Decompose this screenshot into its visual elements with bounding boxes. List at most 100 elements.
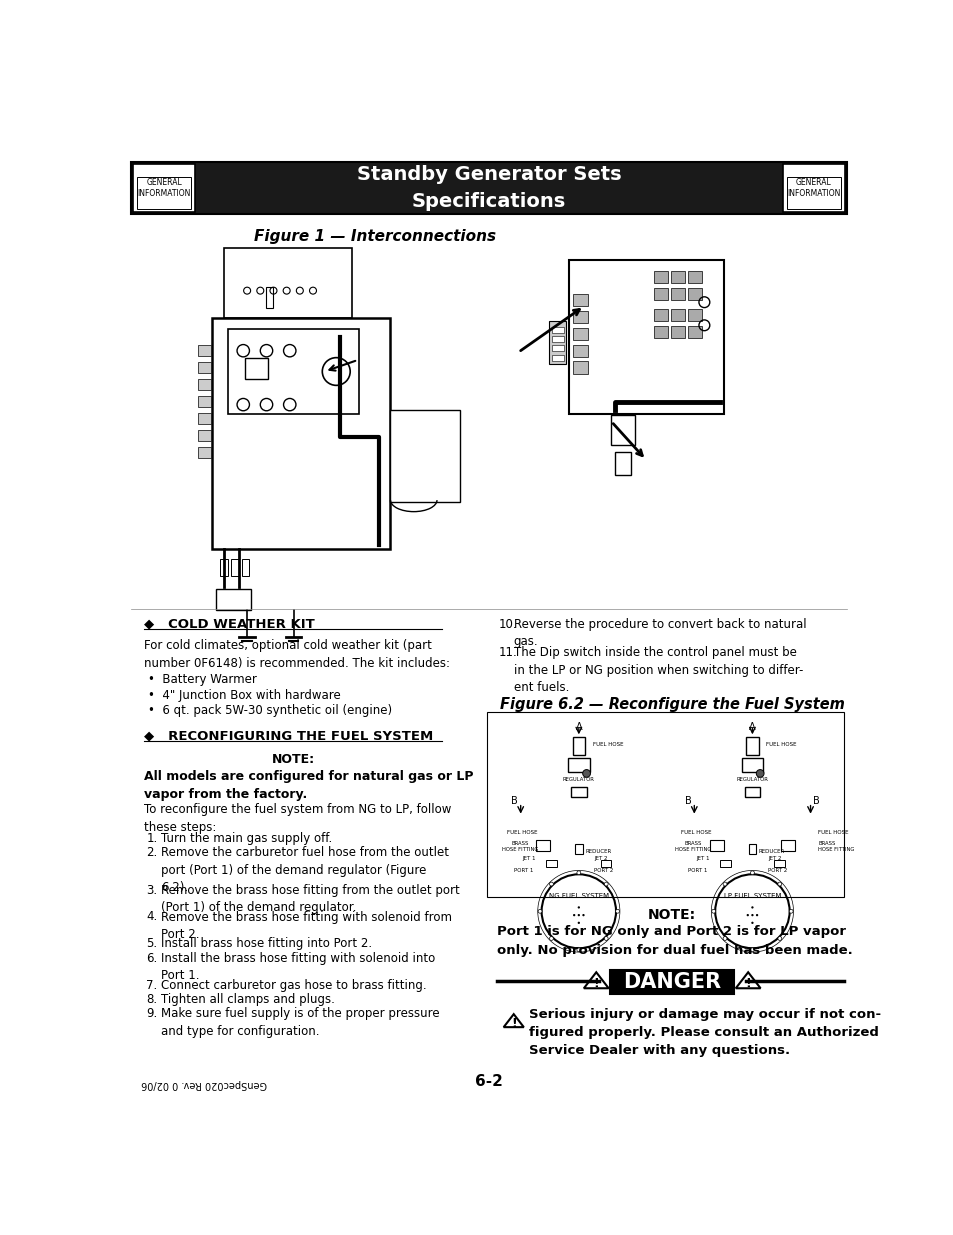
Text: 6.: 6. <box>146 952 157 965</box>
Text: Serious injury or damage may occur if not con-
figured properly. Please consult : Serious injury or damage may occur if no… <box>529 1008 881 1057</box>
Bar <box>670 270 684 283</box>
Bar <box>575 845 582 853</box>
Bar <box>137 177 192 209</box>
Bar <box>654 326 667 338</box>
Circle shape <box>581 914 584 916</box>
Bar <box>687 270 701 283</box>
Bar <box>551 327 563 333</box>
Bar <box>748 845 756 853</box>
Bar <box>744 787 760 798</box>
Text: Connect carburetor gas hose to brass fitting.: Connect carburetor gas hose to brass fit… <box>161 978 426 992</box>
Circle shape <box>578 914 579 916</box>
Text: All models are configured for natural gas or LP
vapor from the factory.: All models are configured for natural ga… <box>144 769 473 800</box>
Text: 1.: 1. <box>146 832 157 845</box>
Text: To reconfigure the fuel system from NG to LP, follow
these steps:: To reconfigure the fuel system from NG t… <box>144 803 451 834</box>
Text: A: A <box>748 721 755 732</box>
Bar <box>572 294 587 306</box>
Bar <box>670 288 684 300</box>
Circle shape <box>777 936 781 940</box>
Text: Remove the brass hose fitting from the outlet port
(Port 1) of the demand regula: Remove the brass hose fitting from the o… <box>161 883 459 914</box>
Text: 3.: 3. <box>146 883 157 897</box>
Text: •  Battery Warmer: • Battery Warmer <box>148 673 256 687</box>
Circle shape <box>578 906 579 909</box>
Text: The Dip switch inside the control panel must be
in the LP or NG position when sw: The Dip switch inside the control panel … <box>513 646 802 694</box>
Bar <box>266 287 273 309</box>
Text: B: B <box>511 797 517 806</box>
Text: NOTE:: NOTE: <box>647 908 696 923</box>
Text: REGULATOR: REGULATOR <box>736 777 767 782</box>
Text: PORT 2: PORT 2 <box>594 868 613 873</box>
Text: PORT 1: PORT 1 <box>514 868 534 873</box>
Bar <box>551 336 563 342</box>
Bar <box>599 860 611 867</box>
Text: Remove the carburetor fuel hose from the outlet
port (Port 1) of the demand regu: Remove the carburetor fuel hose from the… <box>161 846 449 894</box>
Circle shape <box>750 947 754 952</box>
Bar <box>781 841 794 851</box>
Bar <box>785 177 840 209</box>
Text: Turn the main gas supply off.: Turn the main gas supply off. <box>161 832 332 845</box>
Polygon shape <box>503 1014 523 1028</box>
Bar <box>740 758 762 772</box>
Text: JET 1: JET 1 <box>696 856 709 861</box>
Circle shape <box>615 909 618 913</box>
Bar <box>568 259 723 414</box>
Bar <box>654 309 667 321</box>
Bar <box>551 346 563 352</box>
Circle shape <box>756 769 763 777</box>
Text: Port 1 is for NG only and Port 2 is for LP vapor
only. No provision for dual fue: Port 1 is for NG only and Port 2 is for … <box>497 925 852 957</box>
Bar <box>212 317 390 548</box>
Text: REGULATOR: REGULATOR <box>562 777 594 782</box>
Polygon shape <box>735 972 760 988</box>
Text: 11.: 11. <box>498 646 517 659</box>
Bar <box>198 430 211 441</box>
Bar <box>572 327 587 340</box>
Bar <box>198 346 211 356</box>
Bar <box>536 841 550 851</box>
Bar <box>670 309 684 321</box>
Bar <box>572 362 587 374</box>
Bar <box>241 558 249 576</box>
Bar <box>572 737 584 755</box>
Bar <box>228 330 359 414</box>
Bar <box>567 758 589 772</box>
Bar <box>220 558 228 576</box>
Circle shape <box>755 914 758 916</box>
Text: 5.: 5. <box>146 937 157 951</box>
Text: FUEL HOSE: FUEL HOSE <box>765 742 796 747</box>
Text: Make sure fuel supply is of the proper pressure
and type for configuration.: Make sure fuel supply is of the proper p… <box>161 1007 439 1037</box>
Text: !: ! <box>510 1018 517 1030</box>
Text: 7.: 7. <box>146 978 157 992</box>
Text: 2.: 2. <box>146 846 157 860</box>
Text: BRASS
HOSE FITTING: BRASS HOSE FITTING <box>501 841 537 852</box>
Bar <box>546 860 557 867</box>
Bar <box>231 558 238 576</box>
Bar <box>216 589 251 610</box>
Text: FUEL HOSE: FUEL HOSE <box>592 742 622 747</box>
Bar <box>611 415 634 445</box>
Text: 8.: 8. <box>146 993 157 1005</box>
Bar <box>131 162 846 215</box>
Bar <box>610 969 734 994</box>
Text: GENERAL
INFORMATION: GENERAL INFORMATION <box>786 178 840 199</box>
Text: Remove the brass hose fitting with solenoid from
Port 2.: Remove the brass hose fitting with solen… <box>161 910 452 941</box>
Bar <box>133 164 195 212</box>
Text: ◆   COLD WEATHER KIT: ◆ COLD WEATHER KIT <box>144 618 314 631</box>
Circle shape <box>582 769 590 777</box>
Text: DANGER: DANGER <box>622 972 720 992</box>
Bar <box>720 860 730 867</box>
Text: •  6 qt. pack 5W-30 synthetic oil (engine): • 6 qt. pack 5W-30 synthetic oil (engine… <box>148 704 392 718</box>
Text: REDUCER: REDUCER <box>758 850 784 855</box>
Circle shape <box>750 921 753 924</box>
Bar <box>572 345 587 357</box>
Bar <box>571 787 586 798</box>
Text: !: ! <box>744 977 750 990</box>
Circle shape <box>750 871 754 874</box>
Text: JET 2: JET 2 <box>594 856 607 861</box>
Text: ◆   RECONFIGURING THE FUEL SYSTEM: ◆ RECONFIGURING THE FUEL SYSTEM <box>144 730 433 742</box>
Circle shape <box>577 947 580 952</box>
Text: FUEL HOSE: FUEL HOSE <box>818 830 848 835</box>
Text: NG FUEL SYSTEM: NG FUEL SYSTEM <box>548 893 608 899</box>
Text: LP FUEL SYSTEM: LP FUEL SYSTEM <box>723 893 781 899</box>
Text: BRASS
HOSE FITTING: BRASS HOSE FITTING <box>818 841 854 852</box>
Circle shape <box>577 871 580 874</box>
